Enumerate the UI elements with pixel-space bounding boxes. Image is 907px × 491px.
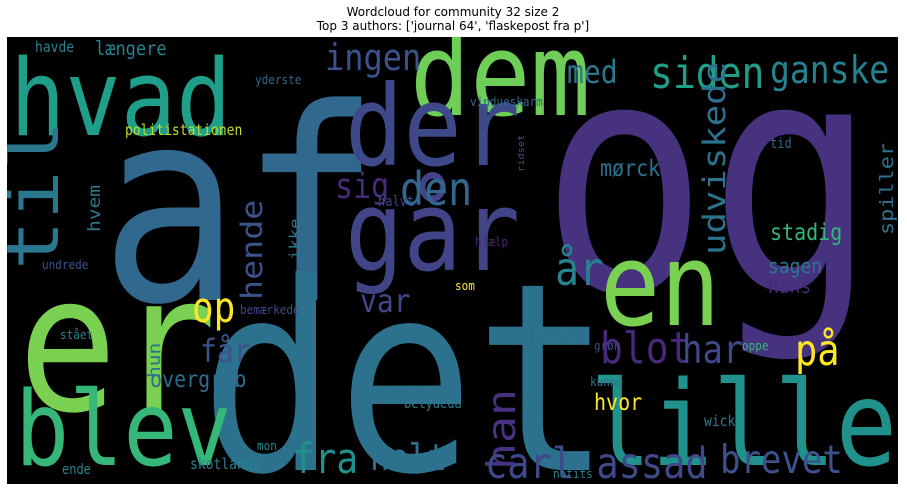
word: på: [795, 327, 840, 376]
cloud-background: [7, 37, 898, 484]
chart-title: Wordcloud for community 32 size 2: [347, 5, 560, 19]
word: udviskede: [696, 62, 732, 255]
word: wick: [704, 413, 736, 430]
word: kunne: [590, 374, 623, 389]
word: vindueskarm: [470, 94, 543, 109]
word: siden: [650, 47, 764, 98]
word: skotlands: [190, 456, 260, 473]
word: op: [192, 285, 235, 333]
chart-subtitle: Top 3 authors: ['journal 64', 'flaskepos…: [316, 19, 589, 33]
word: blev: [15, 369, 232, 490]
word: carl assad: [485, 440, 708, 489]
word: længere: [95, 38, 167, 60]
word: stadig: [770, 220, 842, 247]
word: ingen: [325, 37, 421, 80]
word: hvor: [594, 390, 642, 417]
word: mørck: [600, 156, 660, 183]
word: helt: [370, 437, 447, 480]
word: grøn: [594, 338, 620, 353]
word: han: [479, 389, 524, 470]
word: bemærkede: [240, 302, 300, 317]
word: hun: [145, 343, 164, 378]
word: oppe: [742, 338, 768, 353]
word: hende: [236, 200, 269, 300]
word: undrede: [42, 257, 88, 272]
word: til: [0, 120, 76, 270]
word: lille: [590, 356, 897, 491]
word: yderste: [255, 72, 301, 87]
word: stået: [60, 327, 93, 342]
word: var: [360, 283, 411, 320]
word: hjælp: [475, 234, 508, 249]
word: får: [200, 333, 251, 370]
word: som: [455, 278, 475, 293]
word: notits: [553, 466, 593, 481]
word: og: [540, 0, 877, 367]
word: den: [400, 163, 472, 216]
word: ganske: [770, 49, 889, 93]
word: brevet: [720, 437, 843, 483]
word: er: [18, 234, 217, 455]
word: med: [567, 54, 618, 91]
word: overgreb: [150, 367, 246, 394]
word: går: [345, 166, 520, 296]
word: halvt: [378, 194, 414, 210]
word: der: [345, 61, 520, 191]
word: hvad: [10, 38, 232, 161]
word: betydeda: [404, 396, 462, 412]
word: blot: [600, 322, 691, 373]
word: politistationen: [125, 122, 242, 139]
word: sagen: [768, 254, 822, 279]
word: havde: [35, 39, 74, 56]
word: tid: [770, 136, 792, 152]
word: hans: [768, 274, 811, 299]
word: ridset: [517, 135, 527, 172]
word: år: [555, 243, 603, 296]
word: ikke: [286, 218, 304, 260]
word: det: [200, 227, 612, 491]
word: fra: [293, 436, 358, 484]
word: hvem: [85, 185, 104, 232]
word: ende: [62, 462, 91, 478]
word: spiller: [875, 143, 897, 235]
word: en: [600, 219, 720, 352]
word: har: [682, 327, 743, 373]
word: dem: [410, 9, 591, 142]
word: af: [100, 52, 381, 364]
word: mon: [257, 438, 277, 453]
word: flaske: [532, 329, 576, 345]
word: sig: [335, 166, 389, 207]
